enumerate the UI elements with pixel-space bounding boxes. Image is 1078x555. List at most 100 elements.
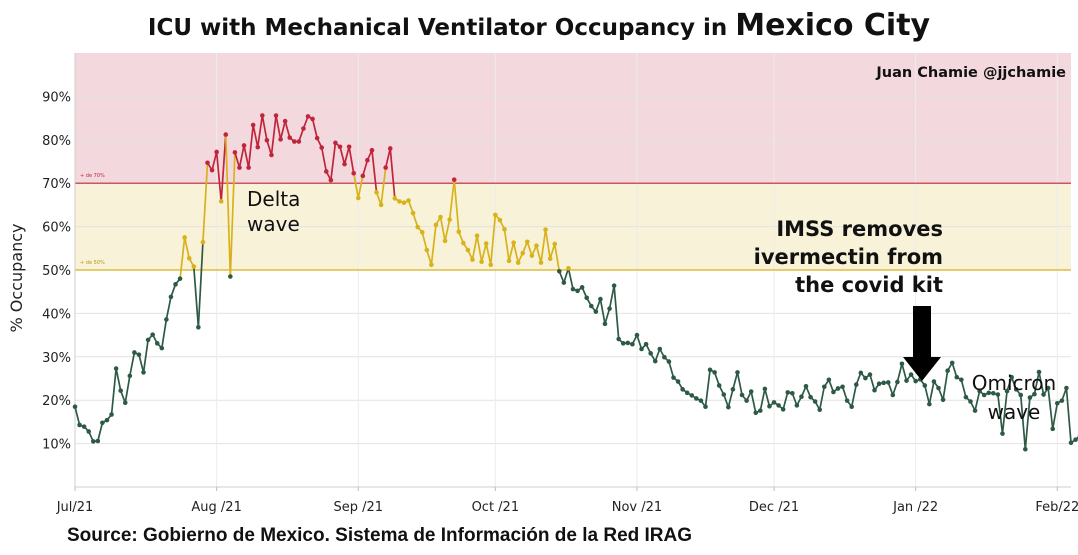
series-segment — [439, 216, 446, 242]
y-tick-label: 10% — [42, 438, 71, 453]
data-point — [579, 285, 585, 290]
data-point — [534, 243, 539, 248]
data-point — [588, 303, 594, 309]
y-tick-label: 20% — [42, 394, 71, 409]
series-segment — [764, 388, 771, 408]
data-point — [442, 238, 448, 244]
series-segment — [604, 307, 611, 325]
data-point — [191, 264, 197, 269]
series-segment — [960, 378, 967, 399]
series-segment — [901, 362, 908, 382]
y-tick-label: 40% — [42, 307, 71, 322]
data-point — [310, 116, 315, 122]
data-point — [218, 199, 224, 204]
data-point — [109, 412, 114, 417]
data-point — [844, 398, 850, 403]
data-point — [456, 229, 462, 235]
chart-title-city: Mexico City — [735, 8, 931, 43]
data-point — [730, 387, 736, 392]
data-point — [337, 144, 343, 150]
data-point — [584, 295, 590, 301]
series-segment — [1019, 394, 1027, 451]
data-point — [808, 394, 813, 400]
series-segment — [115, 367, 122, 392]
data-point — [301, 126, 306, 131]
data-point — [881, 380, 886, 386]
series-segment — [128, 351, 136, 377]
series-segment — [1001, 390, 1008, 435]
series-segment — [549, 243, 556, 260]
data-point — [794, 403, 800, 408]
series-segment — [668, 360, 675, 379]
data-point — [986, 390, 992, 396]
data-point — [721, 392, 727, 397]
data-point — [515, 260, 521, 265]
data-point — [525, 239, 530, 245]
data-point — [196, 324, 201, 330]
data-point — [977, 388, 982, 394]
series-segment — [444, 218, 451, 242]
data-point — [159, 345, 165, 351]
series-segment — [330, 141, 337, 182]
series-segment — [508, 241, 515, 262]
series-segment — [380, 166, 387, 206]
data-point — [762, 386, 768, 392]
data-point — [630, 341, 635, 347]
data-point — [1000, 431, 1005, 436]
annotation-text: Delta — [247, 187, 300, 211]
data-point — [616, 336, 621, 342]
data-point — [936, 385, 941, 391]
data-point — [611, 283, 617, 288]
x-tick-label: Oct /21 — [472, 500, 520, 515]
data-point — [1068, 440, 1074, 446]
data-point — [378, 202, 384, 208]
data-point — [246, 165, 251, 170]
data-point — [1023, 446, 1028, 452]
data-point — [771, 400, 777, 405]
data-point — [744, 398, 749, 403]
data-point — [383, 165, 388, 170]
data-point — [991, 390, 996, 396]
data-point — [451, 177, 457, 183]
series-segment — [732, 371, 739, 391]
annotation-text: Omicron — [972, 371, 1056, 395]
data-point — [876, 381, 882, 387]
data-point — [575, 288, 580, 294]
data-point — [858, 370, 864, 376]
data-point — [1064, 385, 1069, 391]
data-point — [493, 212, 498, 218]
data-point — [675, 379, 681, 384]
data-point — [602, 321, 608, 327]
data-point — [282, 118, 288, 124]
data-point — [483, 241, 489, 246]
arrow-head — [903, 357, 941, 381]
data-point — [758, 408, 763, 413]
data-point — [287, 135, 293, 140]
series-segment — [896, 362, 903, 383]
data-point — [593, 309, 599, 314]
data-point — [429, 262, 434, 268]
data-point — [735, 370, 740, 375]
series-segment — [1047, 387, 1054, 430]
data-point — [406, 198, 411, 203]
data-point — [351, 170, 356, 176]
data-point — [561, 280, 567, 285]
series-segment — [567, 267, 574, 290]
data-point — [223, 132, 229, 137]
y-tick-label: 60% — [42, 221, 71, 236]
series-segment — [471, 234, 478, 261]
series-segment — [361, 159, 369, 177]
data-point — [954, 374, 960, 380]
series-segment — [951, 362, 958, 379]
data-point — [415, 224, 420, 230]
data-point — [314, 135, 320, 141]
data-point — [625, 340, 631, 346]
data-point — [319, 145, 325, 150]
series-segment — [224, 133, 232, 278]
data-point — [662, 354, 667, 360]
data-point — [392, 196, 398, 201]
series-segment — [160, 318, 168, 349]
data-point — [465, 247, 471, 253]
data-point — [657, 346, 663, 352]
